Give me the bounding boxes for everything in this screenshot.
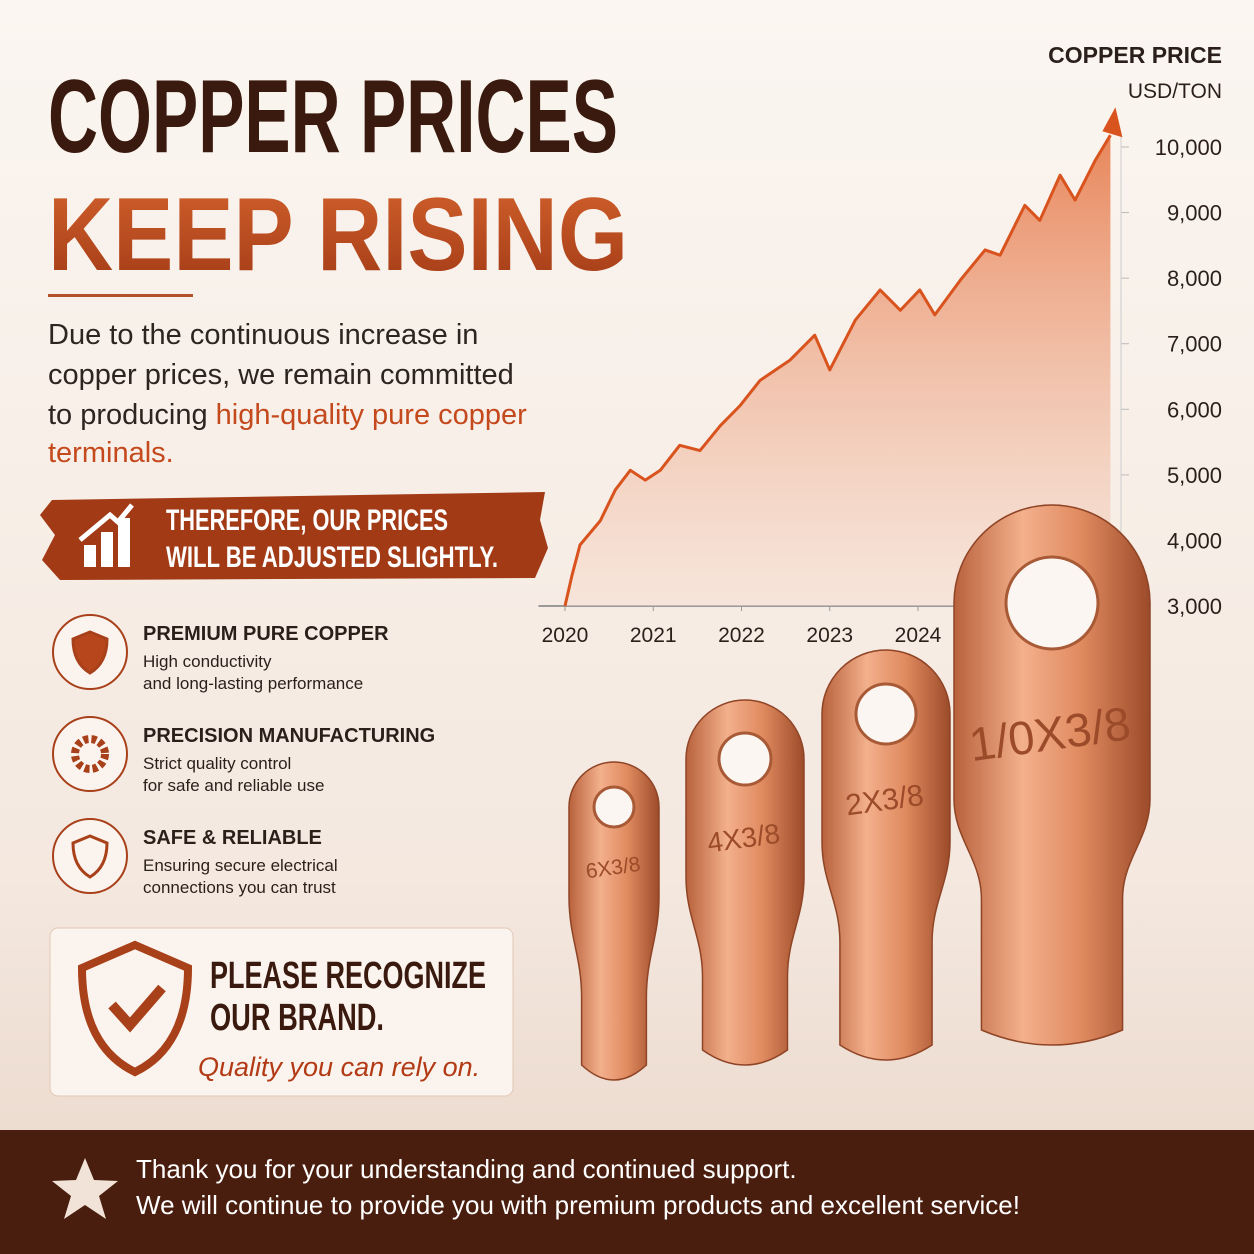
y-tick-label: 9,000 [1167,201,1222,226]
feature-text: Ensuring secure electrical [143,856,338,875]
lug [821,649,951,1061]
footer-text: We will continue to provide you with pre… [136,1190,1020,1220]
y-tick-label: 6,000 [1167,397,1222,422]
feature-text: and long-lasting performance [143,674,363,693]
lug-hole [717,731,773,787]
x-tick-label: 2024 [895,624,942,647]
lug [685,699,805,1066]
brand-title: OUR BRAND. [210,997,384,1039]
shield-icon [77,940,193,1077]
y-tick-label: 10,000 [1155,135,1222,160]
arrow-head [1102,107,1123,138]
highlight: high-quality pure copper [216,399,527,431]
x-tick-label: 2020 [542,624,589,647]
star-icon [52,1158,118,1219]
lug-hole [854,682,918,746]
feature-icon [52,818,128,894]
title: KEEP RISING [48,177,628,293]
brand-tagline: Quality you can rely on. [198,1052,480,1082]
x-tick-label: 2022 [718,624,765,647]
x-tick-label: 2021 [630,624,677,647]
y-tick-label: 8,000 [1167,266,1222,291]
feature-title: PRECISION MANUFACTURING [143,725,435,747]
footer-text: Thank you for your understanding and con… [136,1154,797,1184]
title: COPPER PRICES [48,59,618,175]
intro-line: to producing high-quality pure copper [48,399,527,431]
feature-icon [52,716,128,792]
divider [48,294,193,297]
feature-text: for safe and reliable use [143,776,324,795]
y-tick-label: 4,000 [1167,528,1222,553]
lug-hole [1004,555,1100,651]
feature-text: connections you can trust [143,878,336,897]
features: PREMIUM PURE COPPER High conductivity and … [52,614,435,897]
area [564,135,1111,606]
intro-line: copper prices, we remain committed [48,359,514,391]
lug [568,761,660,1081]
y-tick-label: 7,000 [1167,332,1222,357]
y-tick-label: 5,000 [1167,463,1222,488]
chart-subtitle: USD/TON [1128,80,1222,103]
feature-title: PREMIUM PURE COPPER [143,623,389,645]
brand-title: PLEASE RECOGNIZE [210,955,486,997]
banner-text: THEREFORE, OUR PRICES [166,504,448,537]
feature-text: Strict quality control [143,754,291,773]
intro-line: Due to the continuous increase in [48,319,478,351]
lug [953,504,1151,1046]
banner-icon [78,503,134,567]
y-tick-label: 3,000 [1167,594,1222,619]
banner [40,492,548,580]
feature-text: High conductivity [143,652,272,671]
check-icon [108,984,166,1033]
intro-text: to producing [48,399,216,431]
x-tick-label: 2023 [806,624,853,647]
chart: COPPER PRICE USD/TON 3,000 4,000 5,000 6,00… [538,42,1222,647]
highlight: terminals. [48,437,174,469]
line [563,134,1112,607]
feature-title: SAFE & RELIABLE [143,827,322,849]
shield-icon [71,834,109,879]
lug-hole [592,785,636,829]
gear-icon [71,735,109,773]
banner-text: WILL BE ADJUSTED SLIGHTLY. [166,541,498,574]
chart-title: COPPER PRICE [1048,42,1222,68]
brand-card [49,927,514,1097]
intro: Due to the continuous increase in copper… [48,319,527,469]
shield-icon [71,630,109,675]
footer [0,1130,1254,1254]
